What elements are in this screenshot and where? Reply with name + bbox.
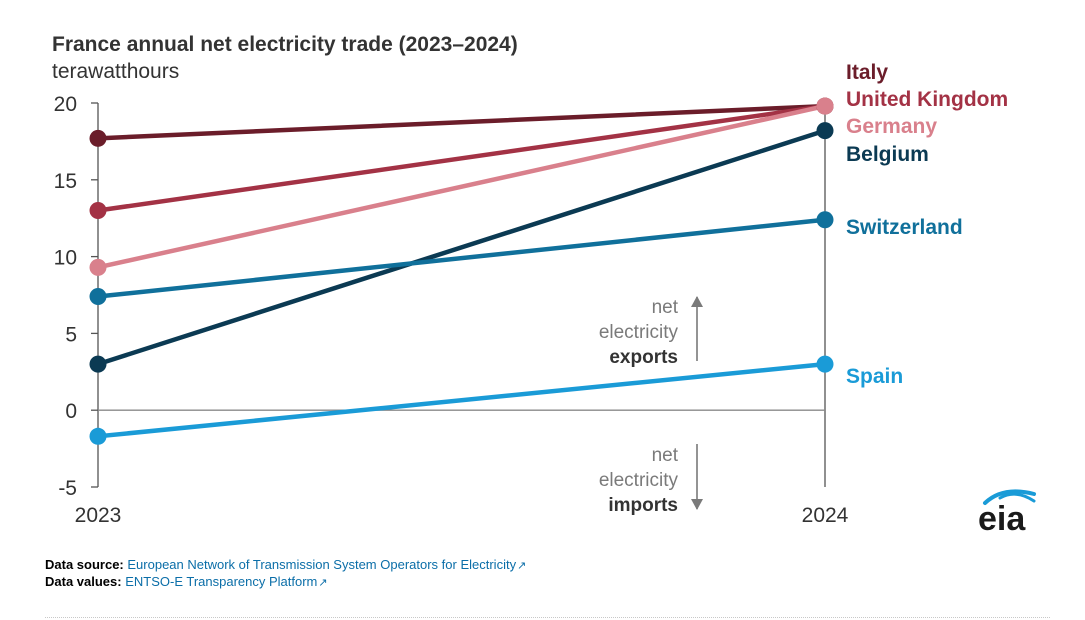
data-values-link[interactable]: ENTSO-E Transparency Platform: [125, 574, 318, 589]
x-tick-label: 2024: [802, 504, 849, 527]
data-point-switzerland-2024: [816, 211, 834, 229]
data-point-spain-2024: [816, 355, 834, 373]
data-point-belgium-2024: [816, 122, 834, 140]
y-tick-label: 15: [54, 170, 77, 193]
data-point-italy-2023: [89, 129, 107, 147]
y-tick-label: 0: [65, 400, 77, 423]
bottom-divider: [45, 617, 1050, 618]
series-line-switzerland: [95, 217, 828, 299]
series-labels: Italy United Kingdom Germany Belgium Switzer…: [846, 61, 1008, 388]
data-source-line: Data source: European Network of Transmi…: [45, 557, 526, 574]
eia-logo-swoosh-2: [998, 492, 1036, 503]
data-source-block: Data source: European Network of Transmi…: [45, 557, 526, 591]
data-point-switzerland-2023: [89, 288, 107, 306]
data-point-belgium-2023: [89, 355, 107, 373]
y-axis-unit-label: terawatthours: [52, 60, 180, 83]
series-line-belgium: [95, 128, 828, 367]
series-label-belgium: Belgium: [846, 143, 929, 166]
y-tick-label: -5: [58, 477, 77, 500]
annotation-imports-line: imports: [608, 495, 678, 516]
eia-logo-text: eia: [978, 500, 1026, 538]
series-label-united-kingdom: United Kingdom: [846, 88, 1008, 111]
exports-arrow-head: [691, 296, 703, 307]
data-source-label: Data source:: [45, 557, 124, 572]
series-line-united-kingdom: [95, 103, 828, 213]
annotation-imports-line: net: [652, 445, 679, 466]
y-tick-label: 10: [54, 247, 77, 270]
x-tick-labels: 2023 2024: [75, 504, 849, 527]
chart-title: France annual net electricity trade (202…: [52, 33, 518, 56]
x-tick-label: 2023: [75, 504, 122, 527]
data-source-link[interactable]: European Network of Transmission System …: [127, 557, 517, 572]
y-tick-label: 20: [54, 93, 77, 116]
external-link-icon: ↗: [318, 577, 328, 589]
series-line-germany: [95, 103, 828, 270]
y-tick-labels: 20 15 10 5 0 -5: [54, 93, 77, 500]
series-label-spain: Spain: [846, 365, 903, 388]
data-point-germany-2023: [89, 258, 107, 276]
series-label-germany: Germany: [846, 115, 937, 138]
series-line-italy: [95, 103, 828, 141]
y-tick-label: 5: [65, 323, 77, 346]
data-values-line: Data values: ENTSO-E Transparency Platfo…: [45, 574, 526, 591]
imports-arrow-head: [691, 499, 703, 510]
annotation-exports-line: electricity: [599, 322, 679, 343]
series-label-italy: Italy: [846, 61, 888, 84]
data-values-label: Data values:: [45, 574, 122, 589]
eia-logo: eia: [978, 489, 1036, 538]
series-label-switzerland: Switzerland: [846, 216, 963, 239]
series-line-spain: [95, 361, 828, 439]
data-point-spain-2023: [89, 427, 107, 445]
data-point-united-kingdom-2023: [89, 202, 107, 220]
annotations: net electricity exports net electricity impor…: [599, 296, 703, 516]
series-layer: [89, 97, 834, 445]
data-point-germany-2024: [816, 97, 834, 115]
annotation-exports-line: net: [652, 297, 679, 318]
external-link-icon: ↗: [517, 560, 527, 572]
eia-logo-swoosh-1: [983, 489, 1036, 505]
annotation-exports-line: exports: [609, 347, 678, 368]
annotation-imports-line: electricity: [599, 470, 679, 491]
